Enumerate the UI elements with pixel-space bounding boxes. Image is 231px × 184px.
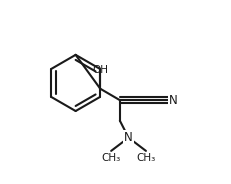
Text: CH₃: CH₃: [102, 153, 121, 163]
Text: N: N: [124, 131, 133, 144]
Text: CH₃: CH₃: [136, 153, 155, 163]
Text: OH: OH: [92, 65, 108, 75]
Text: N: N: [169, 94, 178, 107]
